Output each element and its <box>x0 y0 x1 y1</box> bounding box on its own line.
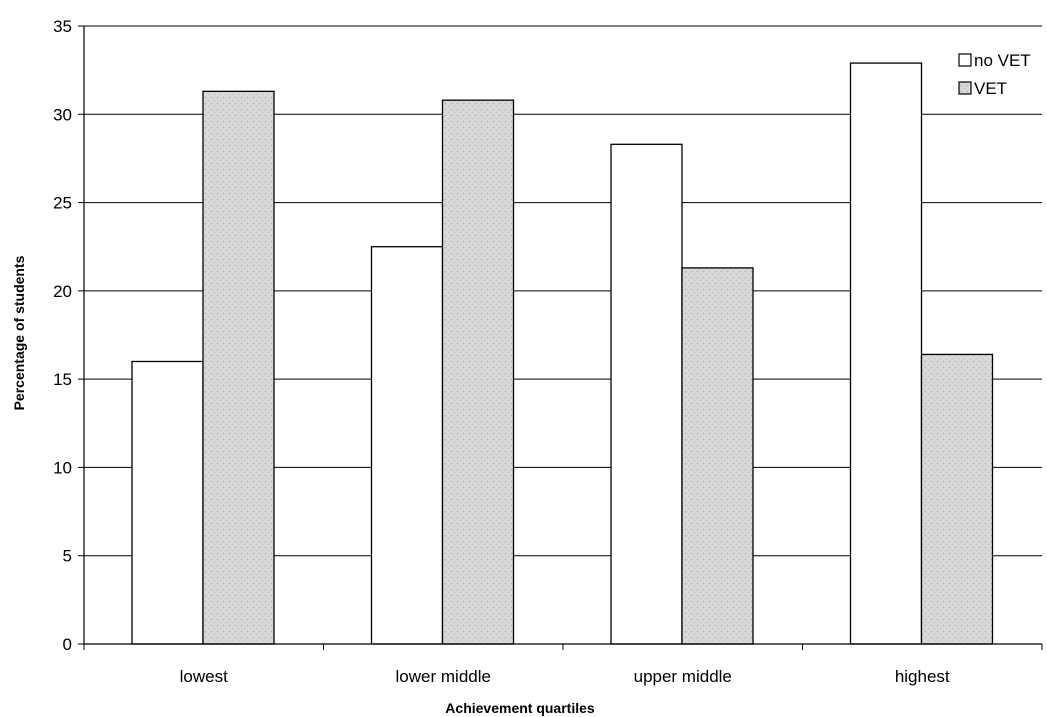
x-tick-label: lower middle <box>396 667 491 686</box>
bars <box>131 62 994 645</box>
y-axis-title: Percentage of students <box>11 255 27 410</box>
bar-vet-lowest <box>202 90 275 645</box>
x-tick-label: upper middle <box>634 667 732 686</box>
x-tick-label: highest <box>895 667 950 686</box>
axes <box>78 25 1043 650</box>
bar-no-vet-upper-middle <box>610 143 683 645</box>
bar-no-vet-highest <box>849 62 923 645</box>
legend-swatch-no-vet <box>958 53 972 67</box>
y-tick-label: 5 <box>63 547 72 566</box>
x-axis-title: Achievement quartiles <box>445 700 595 716</box>
y-tick-label: 10 <box>53 458 72 477</box>
y-tick-label: 25 <box>53 194 72 213</box>
bar-vet-lower-middle <box>441 99 515 645</box>
legend-label-no-vet: no VET <box>974 51 1031 70</box>
bar-no-vet-lowest <box>131 360 204 645</box>
legend-label-vet: VET <box>974 79 1007 98</box>
bar-vet-upper-middle <box>681 267 754 645</box>
bar-no-vet-lower-middle <box>370 246 444 645</box>
y-tick-label: 30 <box>53 105 72 124</box>
bar-vet-highest <box>920 353 994 645</box>
legend-swatch-vet <box>958 81 972 95</box>
legend: no VET VET <box>958 51 1031 98</box>
y-tick-label: 0 <box>63 635 72 654</box>
tick-labels: 0 5 10 15 20 25 30 35 lowest lower middle upper mi… <box>53 17 950 686</box>
y-tick-label: 15 <box>53 370 72 389</box>
y-tick-label: 20 <box>53 282 72 301</box>
y-tick-label: 35 <box>53 17 72 36</box>
x-tick-label: lowest <box>180 667 228 686</box>
